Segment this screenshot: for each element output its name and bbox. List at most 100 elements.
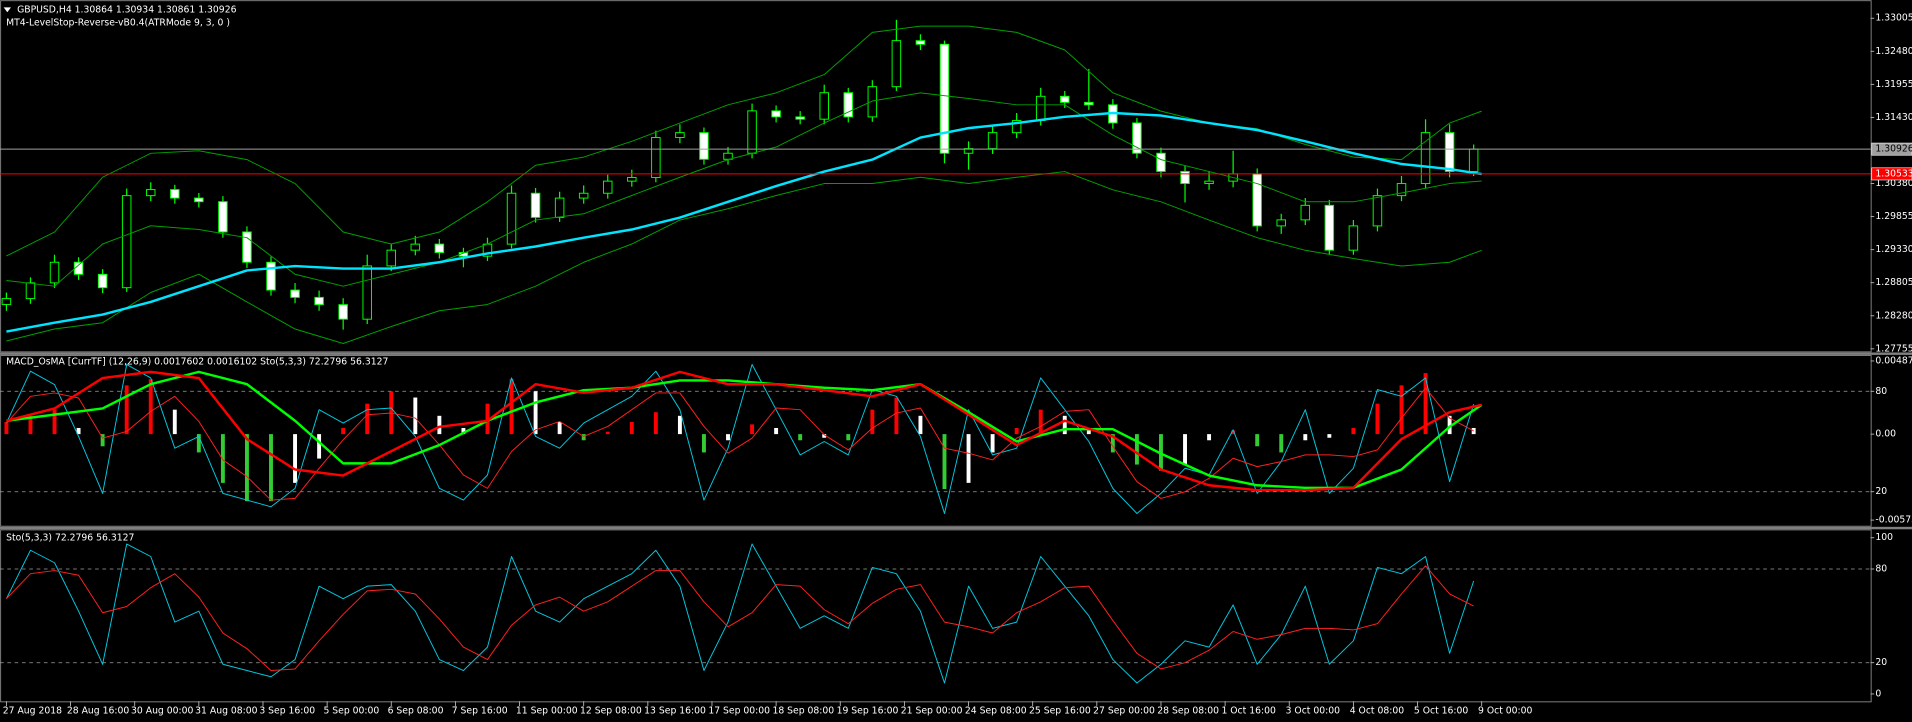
candle-body <box>194 197 204 203</box>
osma-bar <box>220 434 225 483</box>
y-tick-label: 1.32480 <box>1875 46 1912 57</box>
osma-bar <box>437 415 442 435</box>
osma-bar <box>1110 434 1115 453</box>
osma-bar <box>918 415 923 435</box>
candle-body <box>1300 204 1311 221</box>
price-label-box <box>1871 142 1912 156</box>
osma-bar <box>605 431 610 435</box>
candle-body <box>1132 122 1142 154</box>
candle-body <box>1035 95 1046 122</box>
candle-body <box>386 249 397 267</box>
price-label-box <box>1871 167 1912 181</box>
stoch-panel-frame <box>0 529 1872 703</box>
candle-body <box>1060 95 1070 103</box>
candle-body <box>1180 170 1190 185</box>
candle-body <box>242 231 252 263</box>
y-tick-label: 0.004877 <box>1875 355 1912 366</box>
osma-bar <box>822 434 827 438</box>
x-tick-label: 11 Sep 00:00 <box>516 705 578 716</box>
candle-body <box>145 189 156 197</box>
osma-bar <box>413 397 418 435</box>
candle-body <box>891 40 902 88</box>
osma-bar <box>461 427 466 435</box>
candle-body <box>578 192 589 199</box>
macd-title: MACD_OsMA [CurrTF] (12,26,9) 0.0017602 0… <box>6 357 388 368</box>
osma-bar <box>798 434 803 441</box>
osma-bar <box>1303 434 1308 441</box>
osma-bar <box>1014 427 1019 435</box>
x-tick-label: 7 Sep 16:00 <box>452 705 508 716</box>
stoch-title: Sto(5,3,3) 72.2796 56.3127 <box>6 532 134 543</box>
candle-body <box>1420 132 1431 185</box>
osma-bar <box>1183 434 1187 465</box>
candle-body <box>338 304 348 320</box>
osma-bar <box>172 409 177 435</box>
osma-bar <box>341 427 346 435</box>
y-tick-label: 1.29855 <box>1875 211 1912 222</box>
y-tick-label: 1.27755 <box>1875 343 1912 354</box>
x-tick-label: 19 Sep 16:00 <box>837 705 899 716</box>
x-tick-label: 21 Sep 00:00 <box>901 705 963 716</box>
candle-body <box>939 43 950 154</box>
x-tick-label: 30 Aug 00:00 <box>131 705 193 716</box>
indicator-line <box>5 543 1475 684</box>
osma-bar <box>4 421 9 435</box>
osma-bar <box>1399 385 1404 435</box>
osma-bar <box>557 421 562 435</box>
osma-bar <box>846 434 851 441</box>
candle-body <box>1372 195 1383 227</box>
osma-bar <box>1086 430 1091 435</box>
x-tick-label: 3 Sep 16:00 <box>259 705 315 716</box>
candle-body <box>1348 225 1359 251</box>
candle-body <box>97 273 108 289</box>
macd-panel-frame <box>0 355 1872 527</box>
osma-bar <box>774 427 779 435</box>
osma-bar <box>1327 434 1332 438</box>
osma-bar <box>966 434 971 483</box>
osma-bar <box>1134 434 1139 465</box>
osma-bar <box>1279 434 1284 453</box>
y-tick-label: 1.33005 <box>1875 13 1912 24</box>
osma-bar <box>1471 427 1476 435</box>
candle-body <box>218 201 228 233</box>
indicator-line <box>6 111 1482 333</box>
candle-body <box>554 197 565 218</box>
candle-body <box>1156 152 1166 172</box>
candle-body <box>1252 173 1262 227</box>
candle-body <box>915 40 926 45</box>
symbol-menu-arrow[interactable] <box>3 7 11 13</box>
osma-bar <box>653 412 658 435</box>
y-tick-label: 1.28805 <box>1875 277 1912 288</box>
candle-body <box>266 261 276 291</box>
candle-body <box>987 132 998 150</box>
x-tick-label: 24 Sep 08:00 <box>965 705 1027 716</box>
osma-bar <box>244 434 249 502</box>
y-tick-label: 1.31430 <box>1875 112 1912 123</box>
candle-body <box>170 189 180 199</box>
indicator-line <box>6 370 1482 492</box>
x-tick-label: 25 Sep 16:00 <box>1029 705 1091 716</box>
osma-bar <box>365 403 370 435</box>
indicator-line <box>6 370 1483 490</box>
indicator-line <box>6 387 1474 501</box>
y-tick-label: 1.29330 <box>1875 244 1912 255</box>
candle-body <box>49 261 60 284</box>
candle-body <box>963 148 974 154</box>
osma-bar <box>1231 430 1236 435</box>
osma-bar <box>28 415 33 435</box>
candle-body <box>1084 101 1094 106</box>
price-label: 1.30533 <box>1875 168 1912 179</box>
indicator-line <box>6 92 1482 287</box>
x-tick-label: 17 Sep 00:00 <box>708 705 770 716</box>
x-tick-label: 9 Oct 00:00 <box>1478 705 1533 716</box>
candle-body <box>410 243 421 251</box>
osma-bar <box>269 434 273 502</box>
candle-body <box>699 132 709 160</box>
osma-bar <box>100 434 105 447</box>
osma-bar <box>124 385 129 435</box>
x-tick-label: 31 Aug 08:00 <box>195 705 257 716</box>
candle-body <box>121 195 132 289</box>
osma-bar <box>1351 427 1356 435</box>
indicator-name: MT4-LevelStop-Reverse-vB0.4(ATRMode 9, 3… <box>6 18 230 29</box>
